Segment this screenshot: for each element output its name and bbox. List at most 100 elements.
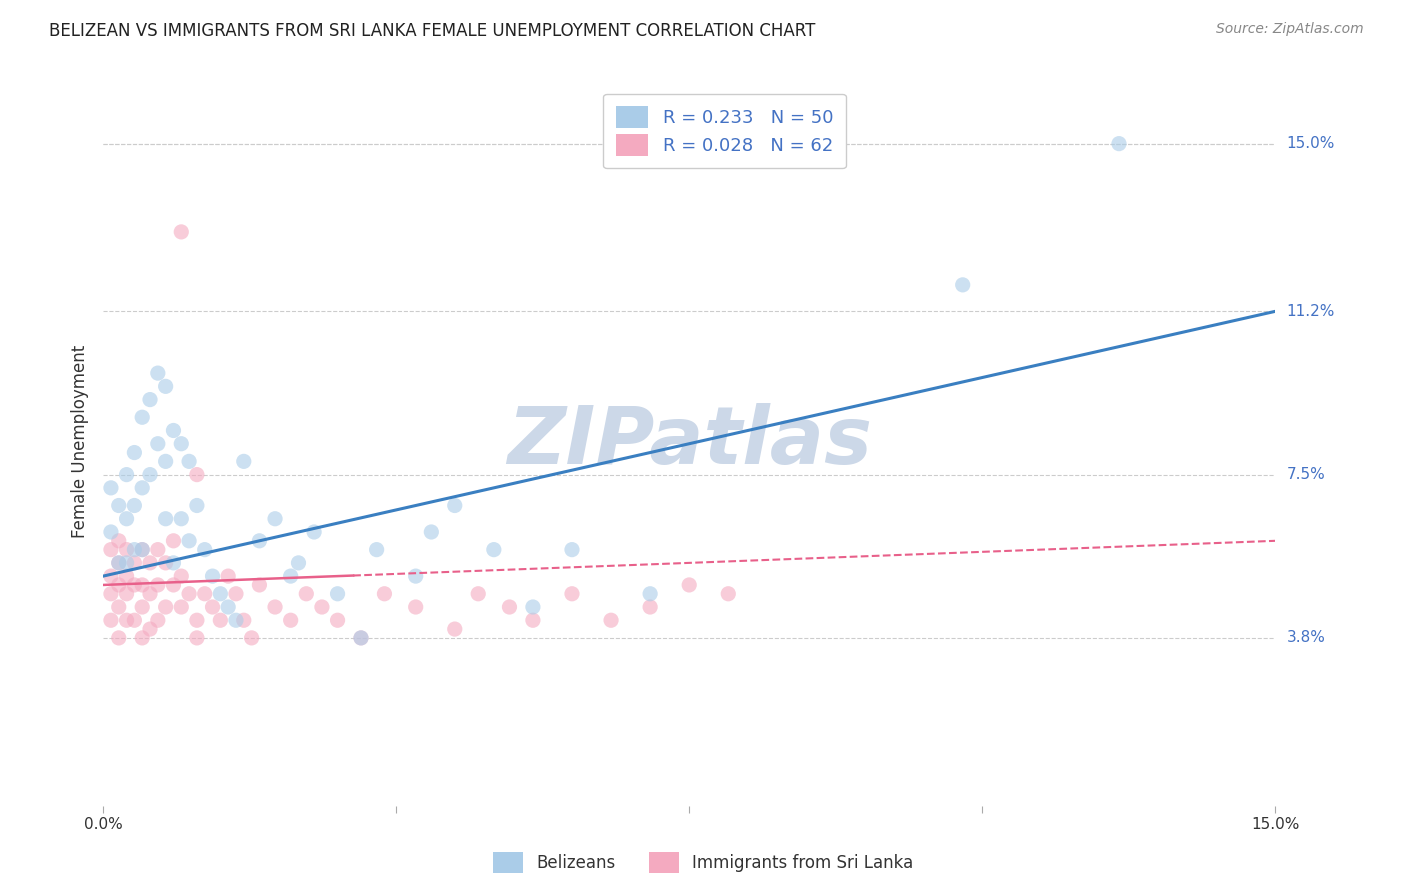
Point — [217, 569, 239, 583]
Point — [717, 587, 740, 601]
Point — [638, 587, 661, 601]
Point — [124, 556, 146, 570]
Point — [155, 454, 177, 468]
Point — [170, 436, 193, 450]
Point — [443, 499, 465, 513]
Point — [482, 542, 505, 557]
Point — [170, 512, 193, 526]
Point — [302, 524, 325, 539]
Point — [162, 533, 184, 548]
Point — [162, 578, 184, 592]
Point — [201, 600, 224, 615]
Point — [326, 587, 349, 601]
Point — [678, 578, 700, 592]
Point — [131, 542, 153, 557]
Point — [186, 631, 208, 645]
Point — [115, 587, 138, 601]
Point — [350, 631, 373, 645]
Point — [225, 587, 247, 601]
Point — [522, 613, 544, 627]
Point — [194, 542, 217, 557]
Point — [420, 524, 443, 539]
Text: 7.5%: 7.5% — [1286, 467, 1324, 482]
Point — [115, 512, 138, 526]
Point — [107, 556, 129, 570]
Point — [287, 556, 309, 570]
Point — [280, 569, 302, 583]
Point — [600, 613, 623, 627]
Point — [124, 445, 146, 459]
Point — [124, 542, 146, 557]
Point — [139, 467, 162, 482]
Point — [170, 569, 193, 583]
Point — [124, 578, 146, 592]
Text: 15.0%: 15.0% — [1286, 136, 1334, 151]
Point — [561, 587, 583, 601]
Point — [131, 410, 153, 425]
Point — [107, 533, 129, 548]
Point — [366, 542, 388, 557]
Point — [326, 613, 349, 627]
Point — [162, 424, 184, 438]
Point — [295, 587, 318, 601]
Point — [155, 512, 177, 526]
Point — [186, 499, 208, 513]
Legend: Belizeans, Immigrants from Sri Lanka: Belizeans, Immigrants from Sri Lanka — [486, 846, 920, 880]
Point — [177, 587, 200, 601]
Point — [124, 613, 146, 627]
Point — [405, 600, 427, 615]
Point — [115, 542, 138, 557]
Point — [194, 587, 217, 601]
Point — [100, 542, 122, 557]
Point — [186, 613, 208, 627]
Point — [498, 600, 520, 615]
Point — [107, 600, 129, 615]
Point — [209, 613, 232, 627]
Point — [146, 613, 169, 627]
Point — [107, 499, 129, 513]
Point — [350, 631, 373, 645]
Point — [100, 569, 122, 583]
Point — [217, 600, 239, 615]
Text: ZIPatlas: ZIPatlas — [506, 402, 872, 481]
Point — [131, 631, 153, 645]
Point — [100, 613, 122, 627]
Point — [146, 366, 169, 380]
Point — [232, 613, 254, 627]
Point — [405, 569, 427, 583]
Point — [139, 622, 162, 636]
Point — [249, 533, 271, 548]
Point — [100, 587, 122, 601]
Point — [225, 613, 247, 627]
Point — [139, 556, 162, 570]
Text: Source: ZipAtlas.com: Source: ZipAtlas.com — [1216, 22, 1364, 37]
Point — [146, 436, 169, 450]
Y-axis label: Female Unemployment: Female Unemployment — [72, 345, 89, 538]
Point — [373, 587, 395, 601]
Point — [522, 600, 544, 615]
Point — [107, 556, 129, 570]
Point — [131, 481, 153, 495]
Point — [139, 587, 162, 601]
Point — [280, 613, 302, 627]
Point — [107, 631, 129, 645]
Point — [115, 467, 138, 482]
Text: 3.8%: 3.8% — [1286, 631, 1326, 646]
Point — [115, 613, 138, 627]
Point — [240, 631, 263, 645]
Point — [100, 524, 122, 539]
Point — [155, 600, 177, 615]
Point — [201, 569, 224, 583]
Text: BELIZEAN VS IMMIGRANTS FROM SRI LANKA FEMALE UNEMPLOYMENT CORRELATION CHART: BELIZEAN VS IMMIGRANTS FROM SRI LANKA FE… — [49, 22, 815, 40]
Point — [131, 578, 153, 592]
Point — [155, 556, 177, 570]
Point — [1108, 136, 1130, 151]
Point — [952, 277, 974, 292]
Legend: R = 0.233   N = 50, R = 0.028   N = 62: R = 0.233 N = 50, R = 0.028 N = 62 — [603, 94, 846, 169]
Point — [107, 578, 129, 592]
Point — [311, 600, 333, 615]
Point — [264, 512, 287, 526]
Point — [177, 454, 200, 468]
Point — [146, 542, 169, 557]
Point — [115, 556, 138, 570]
